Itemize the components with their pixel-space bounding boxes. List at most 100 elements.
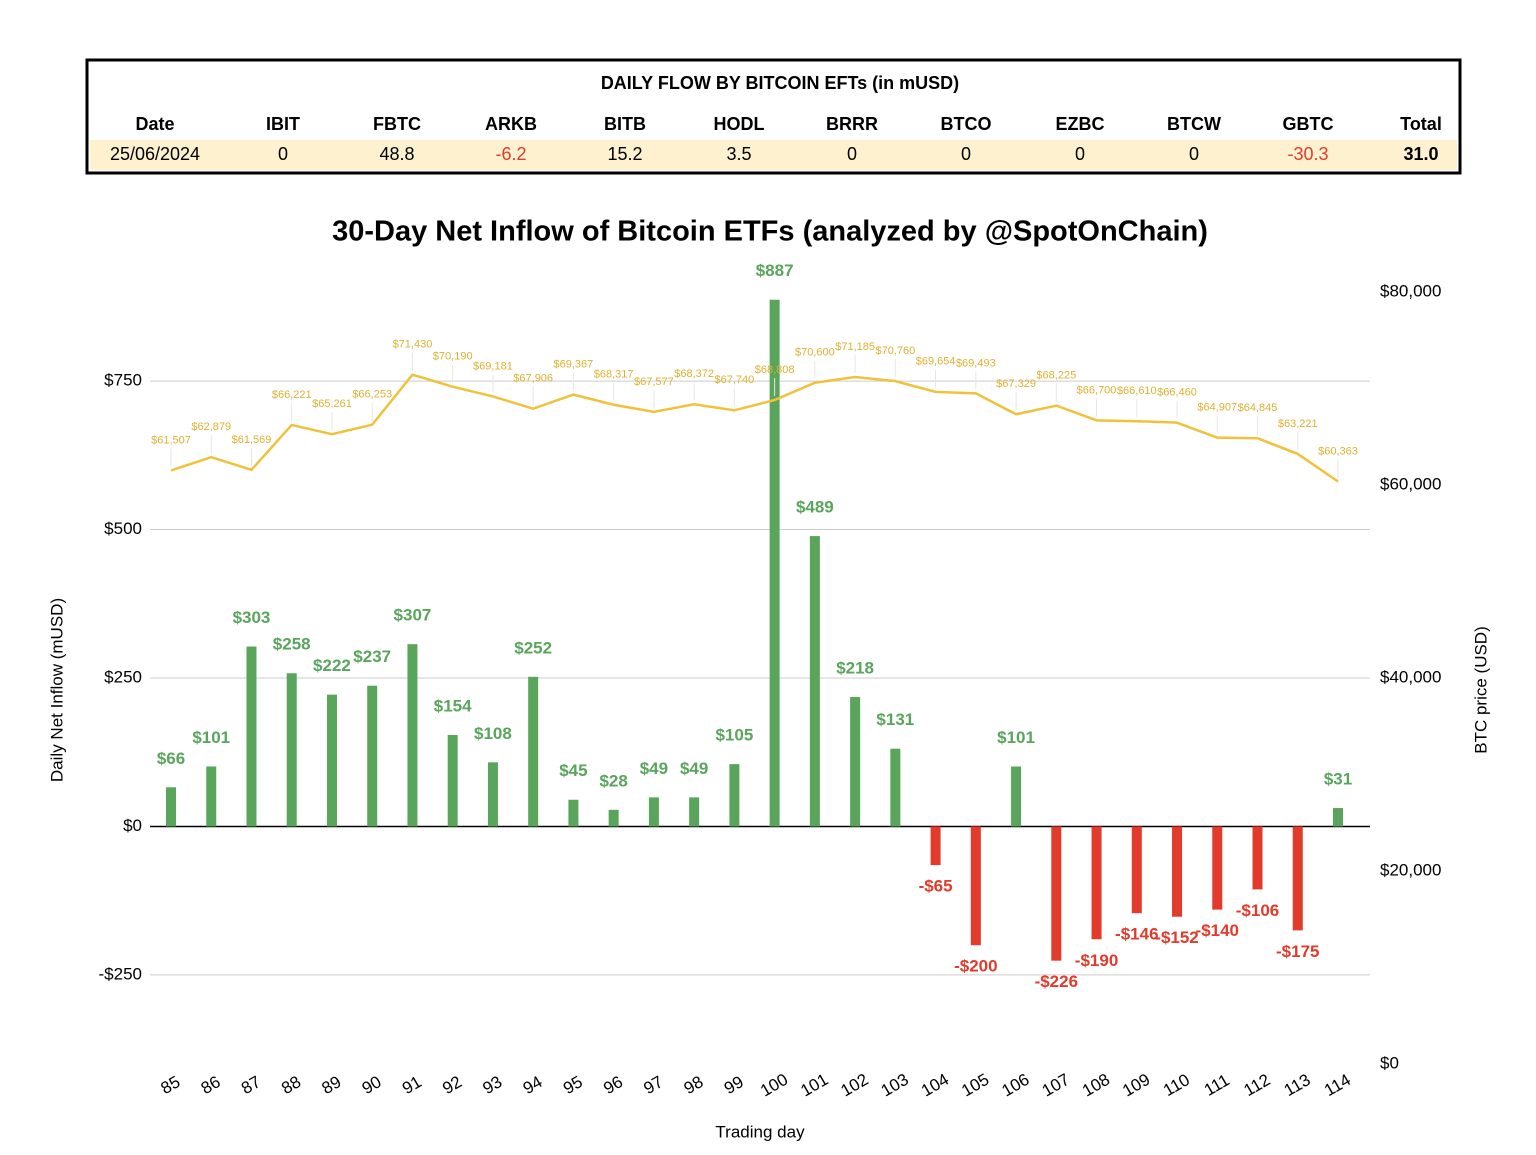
bar (568, 799, 579, 827)
bar (1212, 826, 1223, 910)
price-label: $69,654 (916, 356, 956, 368)
value-label: $252 (514, 638, 552, 657)
bar (166, 787, 176, 827)
value-label: $101 (997, 728, 1035, 747)
table-cell: 0 (847, 144, 857, 164)
value-label: -$65 (919, 877, 953, 896)
value-label: $154 (434, 696, 472, 715)
value-label: $887 (756, 261, 794, 280)
y-tick-label: $0 (123, 816, 142, 835)
value-label: -$146 (1115, 925, 1158, 944)
price-label: $67,329 (996, 378, 1036, 390)
price-label: $66,610 (1117, 385, 1157, 397)
value-label: -$106 (1236, 901, 1279, 920)
value-label: -$152 (1155, 928, 1198, 947)
x-tick-label: 94 (520, 1072, 546, 1098)
table-header: BTCO (941, 114, 992, 134)
x-tick-label: 101 (797, 1070, 831, 1101)
price-label: $63,221 (1278, 418, 1318, 430)
value-label: $31 (1324, 770, 1352, 789)
x-tick-label: 100 (757, 1070, 791, 1101)
x-tick-label: 107 (1039, 1070, 1073, 1101)
value-label: $108 (474, 724, 512, 743)
bar (326, 694, 337, 827)
value-label: -$226 (1035, 972, 1078, 991)
x-tick-label: 104 (918, 1070, 952, 1101)
table-header: BRRR (826, 114, 878, 134)
table-cell: 15.2 (607, 144, 642, 164)
bar (286, 673, 297, 827)
price-label: $66,253 (352, 389, 392, 401)
x-tick-label: 111 (1201, 1070, 1233, 1099)
table-cell: 0 (1189, 144, 1199, 164)
x-tick-label: 102 (838, 1070, 872, 1101)
bar (1333, 808, 1343, 827)
x-tick-label: 103 (878, 1070, 912, 1101)
bar (1131, 826, 1142, 914)
bar (769, 299, 780, 827)
bar (608, 809, 619, 827)
price-label: $68,372 (674, 368, 714, 380)
table-header: BTCW (1167, 114, 1221, 134)
price-label: $60,363 (1318, 445, 1358, 457)
value-label: $303 (233, 608, 271, 627)
table-cell: 0 (1075, 144, 1085, 164)
value-label: $66 (157, 749, 185, 768)
value-label: -$140 (1196, 921, 1239, 940)
table-row-bg (90, 140, 1457, 170)
value-label: $45 (559, 761, 587, 780)
x-tick-label: 93 (479, 1072, 505, 1098)
table-cell: 48.8 (379, 144, 414, 164)
value-label: -$200 (954, 957, 997, 976)
x-tick-label: 114 (1321, 1070, 1354, 1100)
y2-tick-label: $40,000 (1380, 667, 1441, 686)
x-tick-label: 97 (640, 1072, 666, 1098)
table-header: IBIT (266, 114, 300, 134)
value-label: $49 (680, 759, 708, 778)
price-label: $62,879 (191, 421, 231, 433)
table-title: DAILY FLOW BY BITCOIN EFTs (in mUSD) (601, 73, 959, 93)
price-label: $69,367 (554, 359, 594, 371)
table-header: BITB (604, 114, 646, 134)
value-label: $307 (394, 606, 432, 625)
price-label: $65,261 (312, 398, 352, 410)
price-label: $71,185 (835, 341, 875, 353)
y2-tick-label: $80,000 (1380, 281, 1441, 300)
y2-tick-label: $60,000 (1380, 474, 1441, 493)
y-tick-label: -$250 (99, 964, 142, 983)
bar (850, 697, 861, 827)
price-label: $66,221 (272, 389, 312, 401)
price-line (170, 373, 1339, 483)
y-tick-label: $250 (104, 667, 142, 686)
value-label: $105 (715, 726, 753, 745)
price-label: $69,181 (473, 360, 513, 372)
bar (206, 766, 217, 827)
price-label: $69,493 (956, 357, 996, 369)
x-tick-label: 99 (721, 1072, 747, 1098)
x-tick-label: 110 (1160, 1070, 1193, 1100)
price-label: $61,507 (151, 434, 191, 446)
bar (689, 797, 700, 827)
table-header: EZBC (1056, 114, 1105, 134)
x-axis-label: Trading day (715, 1122, 805, 1141)
x-tick-label: 108 (1079, 1070, 1113, 1101)
price-label: $67,906 (513, 373, 553, 385)
value-label: $222 (313, 656, 351, 675)
price-label: $66,460 (1157, 387, 1197, 399)
price-label: $68,225 (1036, 370, 1076, 382)
y2-axis-label: BTC price (USD) (1471, 626, 1490, 754)
x-tick-label: 106 (999, 1070, 1033, 1101)
x-tick-label: 88 (278, 1072, 304, 1098)
value-label: $131 (876, 710, 914, 729)
price-label: $61,569 (232, 434, 272, 446)
bar (246, 646, 257, 827)
x-tick-label: 109 (1119, 1070, 1153, 1101)
bar (1172, 826, 1183, 917)
price-label: $66,700 (1077, 384, 1117, 396)
price-label: $68,317 (594, 369, 634, 381)
bar (1252, 826, 1263, 890)
table-frame (85, 58, 1462, 175)
bar (447, 735, 458, 827)
y-axis-label: Daily Net Inflow (mUSD) (47, 598, 66, 782)
